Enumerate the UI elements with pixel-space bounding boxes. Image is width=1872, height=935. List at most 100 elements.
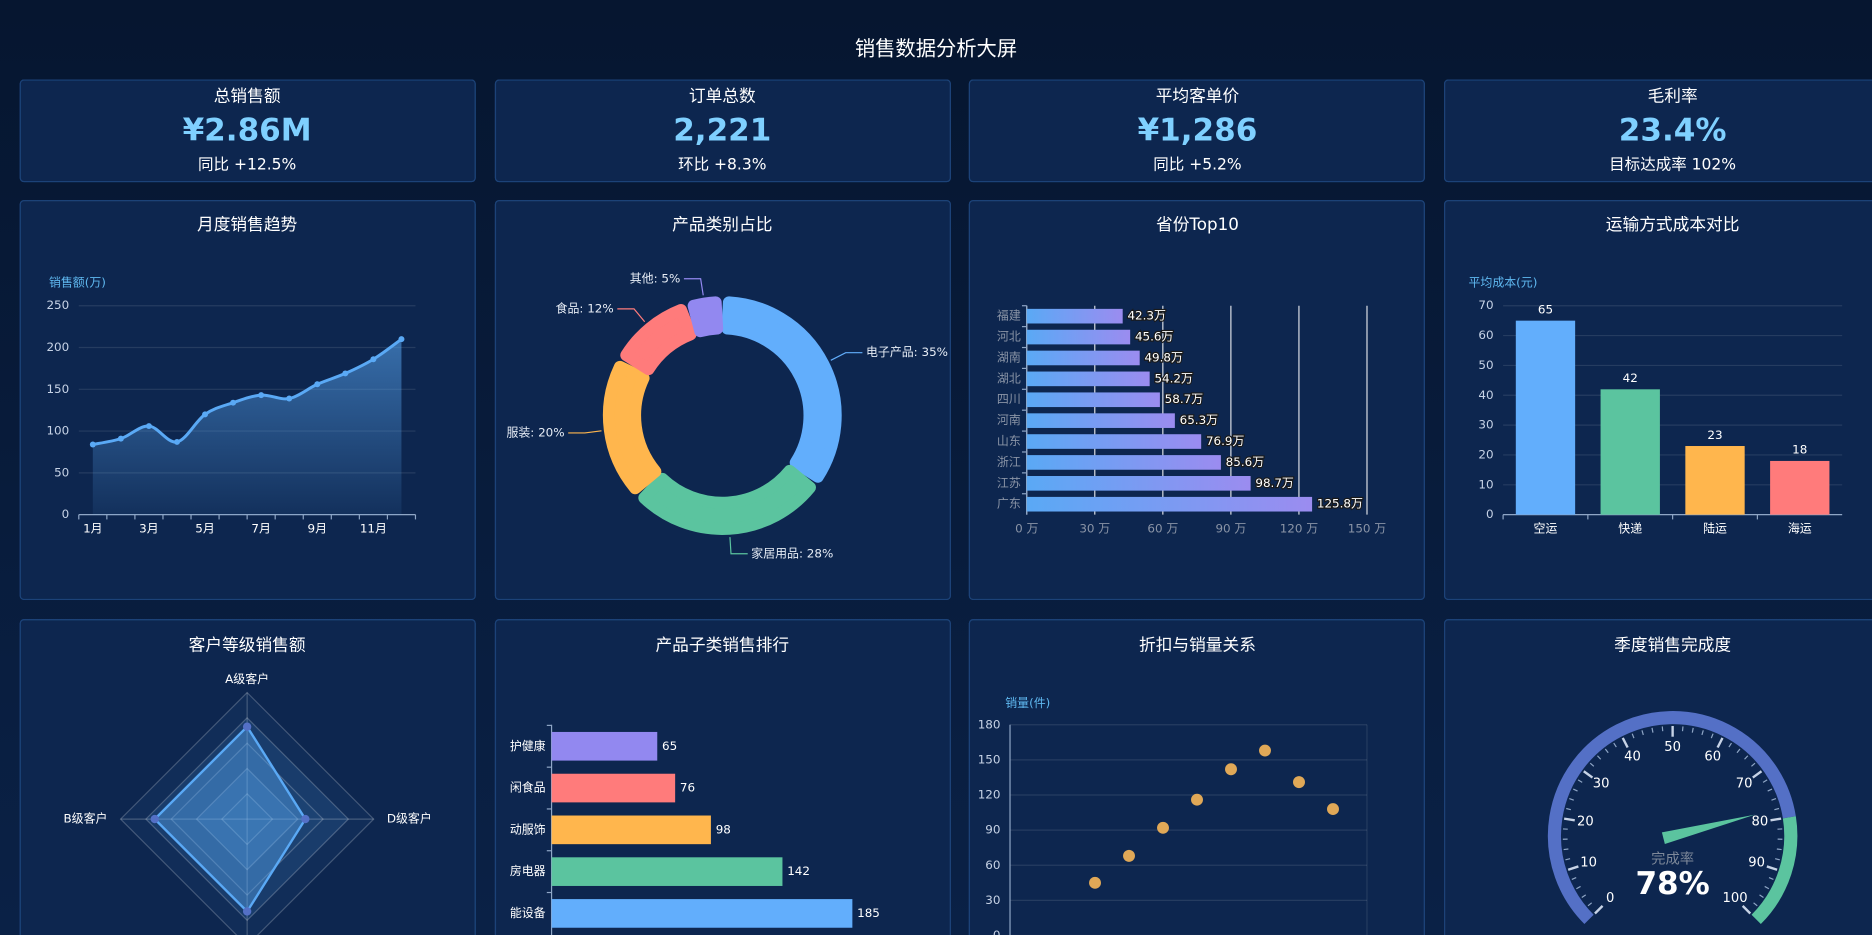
bar xyxy=(551,731,658,761)
chart-title: 产品子类销售排行 xyxy=(655,634,789,654)
point xyxy=(286,395,293,402)
gauge-minor-tick xyxy=(1563,848,1569,851)
scatter-point xyxy=(1123,849,1135,862)
gauge-tick xyxy=(1766,865,1778,871)
y-tick-label: 河北 xyxy=(997,330,1021,344)
value-label: 85.6万 xyxy=(1226,455,1265,469)
slice-label: 其他: 5% xyxy=(630,271,681,285)
gauge-tick-label: 80 xyxy=(1752,814,1769,829)
slice-label: 电子产品: 35% xyxy=(866,345,948,359)
label-line xyxy=(568,430,602,434)
y-tick-label: 0 xyxy=(1486,507,1494,521)
value-label: 49.8万 xyxy=(1144,350,1183,364)
gauge-tick xyxy=(1567,865,1579,871)
gauge-minor-tick xyxy=(1764,885,1770,890)
radar-point xyxy=(150,814,159,824)
bar xyxy=(1026,329,1131,345)
radar-ring xyxy=(145,717,350,922)
point xyxy=(314,381,321,388)
scatter-point xyxy=(1259,744,1271,757)
y-tick-label: 150 xyxy=(46,382,69,396)
page-title: 销售数据分析大屏 xyxy=(855,37,1017,61)
y-tick-label: 江苏 xyxy=(997,476,1021,490)
y-tick-label: 四川 xyxy=(997,392,1021,406)
gauge-minor-tick xyxy=(1566,807,1572,811)
gauge-tick-label: 50 xyxy=(1664,740,1681,755)
kpi-value: ¥1,286 xyxy=(1138,112,1258,148)
bar xyxy=(1685,446,1745,515)
y-tick-label: 30 xyxy=(1478,418,1493,432)
value-label: 76 xyxy=(680,781,695,795)
x-tick-label: 空运 xyxy=(1534,521,1558,535)
kpi-value: 2,221 xyxy=(673,112,771,148)
x-tick-label: 11月 xyxy=(360,521,387,535)
y-tick-label: 河南 xyxy=(997,413,1021,427)
kpi-card xyxy=(1443,79,1872,183)
gauge-tick-label: 40 xyxy=(1624,750,1641,765)
kpi-label: 毛利率 xyxy=(1648,85,1698,105)
gauge-tick-label: 70 xyxy=(1736,776,1753,791)
gauge-minor-tick xyxy=(1604,748,1609,754)
x-tick-label: 7月 xyxy=(251,521,271,535)
chart-card xyxy=(968,619,1425,935)
radar-ring xyxy=(195,767,299,871)
y-tick-label: 30 xyxy=(985,893,1000,907)
kpi-label: 订单总数 xyxy=(689,85,756,105)
y-tick-label: 闲食品 xyxy=(510,781,546,795)
gauge-tick xyxy=(1716,737,1724,749)
gauge-minor-tick xyxy=(1565,858,1571,861)
bar xyxy=(1026,413,1175,428)
gauge-minor-tick xyxy=(1767,788,1773,792)
x-tick-label: 120 万 xyxy=(1280,521,1319,535)
gauge-tick-label: 0 xyxy=(1606,891,1614,906)
point xyxy=(230,399,237,406)
y-tick-label: 60 xyxy=(985,858,1000,872)
gauge-minor-tick xyxy=(1587,902,1593,907)
gauge-minor-tick xyxy=(1762,779,1768,783)
gauge-minor-tick xyxy=(1776,848,1782,851)
value-label: 65.3万 xyxy=(1180,413,1219,427)
gauge-minor-tick xyxy=(1736,748,1741,754)
scatter-point xyxy=(1327,803,1339,816)
y-tick-label: 护健康 xyxy=(510,739,546,753)
point xyxy=(174,438,180,445)
chart-title: 客户等级销售额 xyxy=(189,634,306,654)
y-tick-label: 120 xyxy=(978,788,1001,802)
x-tick-label: 3月 xyxy=(139,521,159,535)
bar xyxy=(1026,434,1202,449)
bar xyxy=(551,857,783,886)
pie-slice xyxy=(638,464,816,535)
value-label: 65 xyxy=(1538,302,1553,316)
slice-label: 家居用品: 28% xyxy=(751,546,833,560)
value-label: 23 xyxy=(1707,428,1722,442)
bar xyxy=(1026,455,1221,470)
y-tick-label: 湖北 xyxy=(997,371,1021,385)
y-tick-label: 180 xyxy=(978,717,1001,731)
bar xyxy=(551,815,711,845)
gauge-tick xyxy=(1741,905,1752,915)
value-label: 42 xyxy=(1623,371,1638,385)
label-line xyxy=(617,308,646,323)
gauge-minor-tick xyxy=(1569,798,1574,801)
bar xyxy=(1026,392,1160,408)
y-tick-label: 20 xyxy=(1478,447,1493,461)
label-line xyxy=(830,352,863,361)
kpi-label: 平均客单价 xyxy=(1156,85,1240,105)
kpi-note: 同比 +5.2% xyxy=(1153,155,1241,173)
y-tick-label: 250 xyxy=(46,298,69,312)
gauge-minor-tick xyxy=(1596,755,1602,760)
x-tick-label: 海运 xyxy=(1788,521,1812,535)
chart-card xyxy=(494,619,951,935)
y-tick-label: 山东 xyxy=(997,434,1021,448)
x-tick-label: 陆运 xyxy=(1703,521,1727,535)
point xyxy=(342,370,349,377)
gauge-minor-tick xyxy=(1691,727,1694,733)
radar-label: D级客户 xyxy=(387,812,432,826)
bar xyxy=(551,899,853,928)
value-label: 18 xyxy=(1792,443,1807,457)
radar-label: B级客户 xyxy=(63,812,107,826)
bar xyxy=(1026,476,1251,491)
x-tick-label: 9月 xyxy=(308,521,328,535)
